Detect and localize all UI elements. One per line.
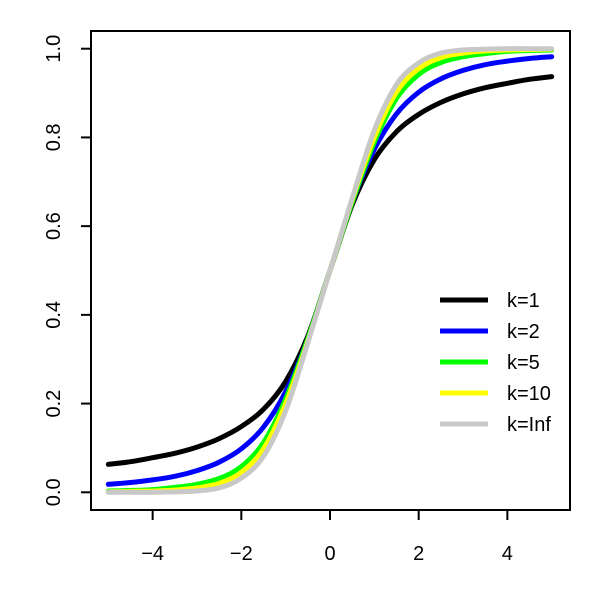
x-tick-label: 2 [413, 543, 424, 565]
legend-label: k=2 [507, 321, 540, 343]
series-line-k-inf [105, 46, 555, 495]
legend-label: k=1 [507, 290, 540, 312]
series-layer [105, 46, 555, 495]
y-tick-label: 0.2 [43, 390, 65, 418]
legend-item-k-inf: k=Inf [440, 414, 551, 436]
legend-label: k=Inf [507, 414, 551, 436]
legend-label: k=10 [507, 383, 551, 405]
y-tick-label: 0.8 [43, 123, 65, 151]
x-axis: −4 −2 0 2 4 [141, 509, 513, 565]
x-tick-label: 4 [502, 543, 513, 565]
legend-item-k-5: k=5 [440, 352, 540, 374]
x-tick-label: −4 [141, 543, 164, 565]
y-tick-label: 0.4 [43, 301, 65, 329]
y-tick-label: 1.0 [43, 35, 65, 63]
y-axis: 0.0 0.2 0.4 0.6 0.8 1.0 [43, 35, 92, 506]
y-tick-label: 0.6 [43, 212, 65, 240]
x-tick-label: −2 [230, 543, 253, 565]
legend-label: k=5 [507, 352, 540, 374]
legend-item-k-10: k=10 [440, 383, 551, 405]
y-tick-label: 0.0 [43, 478, 65, 506]
legend-item-k-2: k=2 [440, 321, 540, 343]
x-tick-label: 0 [324, 543, 335, 565]
legend: k=1 k=2 k=5 k=10 k=Inf [440, 290, 551, 436]
legend-item-k-1: k=1 [440, 290, 540, 312]
